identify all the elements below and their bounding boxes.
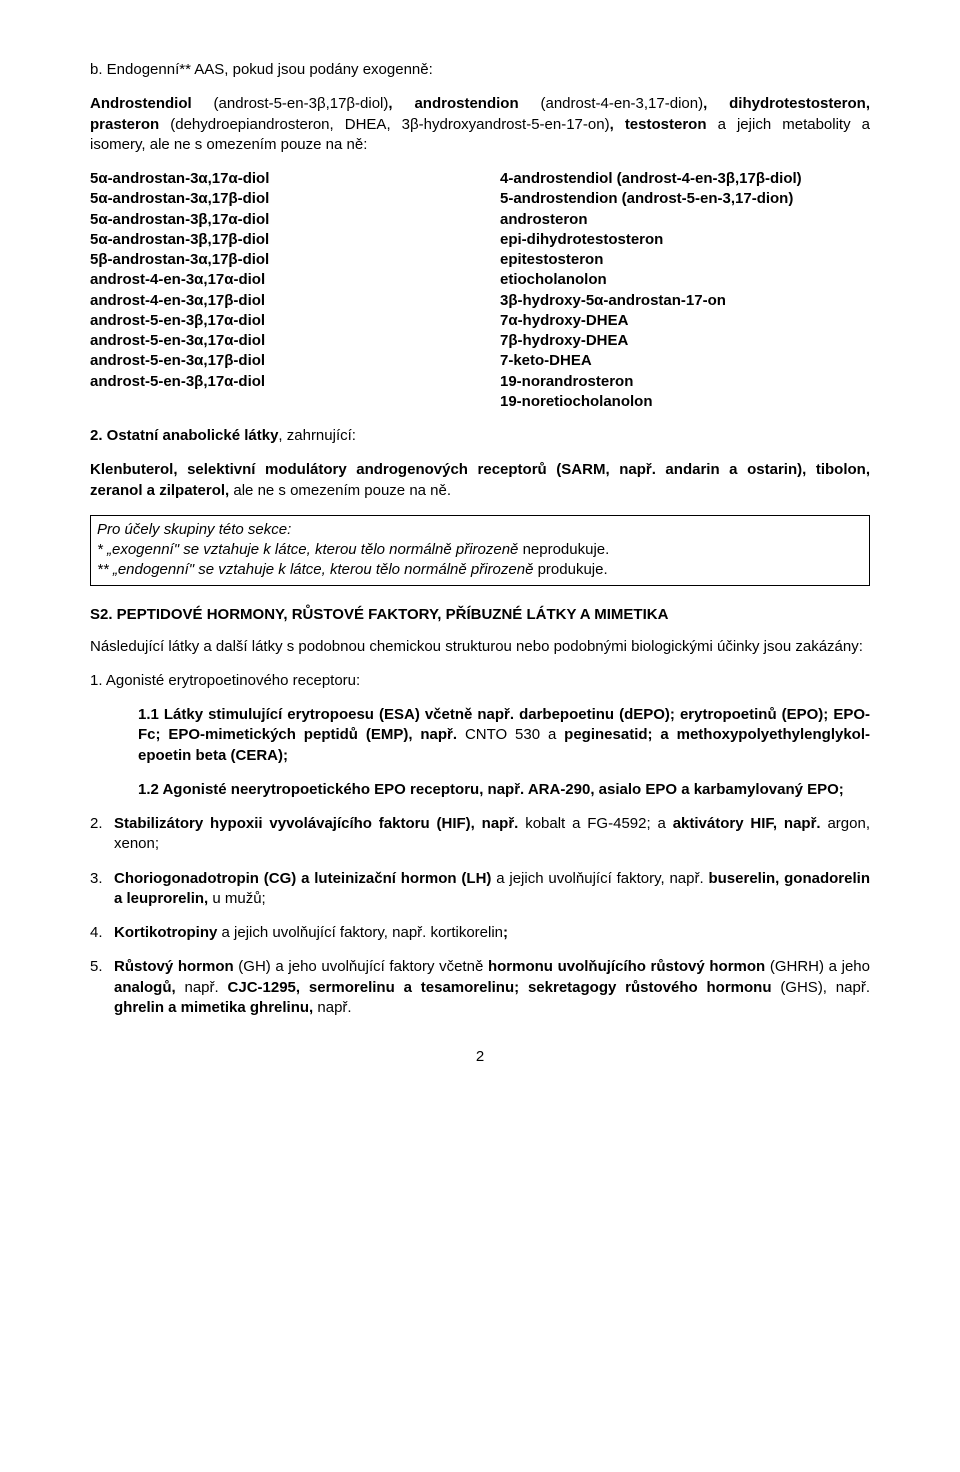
page-number: 2 xyxy=(90,1048,870,1065)
s2-intro: Následující látky a další látky s podobn… xyxy=(90,637,870,657)
left-item: androst-4-en-3α,17α-diol xyxy=(90,270,460,290)
right-item: 4-androstendiol (androst-4-en-3β,17β-dio… xyxy=(500,169,870,189)
box-line: ** „endogenní" se vztahuje k látce, kter… xyxy=(97,560,863,580)
right-item: 19-norandrosteron xyxy=(500,372,870,392)
box-line: * „exogenní" se vztahuje k látce, kterou… xyxy=(97,540,863,560)
left-item: 5α-androstan-3α,17β-diol xyxy=(90,189,460,209)
left-item: androst-5-en-3α,17β-diol xyxy=(90,351,460,371)
right-column: 4-androstendiol (androst-4-en-3β,17β-dio… xyxy=(500,169,870,412)
left-item: androst-4-en-3α,17β-diol xyxy=(90,291,460,311)
item-4: 4. Kortikotropiny a jejich uvolňující fa… xyxy=(90,923,870,943)
left-item: 5α-androstan-3α,17α-diol xyxy=(90,169,460,189)
section-2-heading: 2. Ostatní anabolické látky, zahrnující: xyxy=(90,426,870,446)
item-1-1: 1.1 Látky stimulující erytropoesu (ESA) … xyxy=(90,705,870,766)
right-item: androsteron xyxy=(500,210,870,230)
definitions-box: Pro účely skupiny této sekce: * „exogenn… xyxy=(90,515,870,586)
s2-title: S2. PEPTIDOVÉ HORMONY, RŮSTOVÉ FAKTORY, … xyxy=(90,606,870,623)
item-1: 1. Agonisté erytropoetinového receptoru: xyxy=(90,671,870,691)
right-item: 19-noretiocholanolon xyxy=(500,392,870,412)
right-item: epi-dihydrotestosteron xyxy=(500,230,870,250)
box-line: Pro účely skupiny této sekce: xyxy=(97,520,863,540)
left-item: 5α-androstan-3β,17β-diol xyxy=(90,230,460,250)
left-item: androst-5-en-3β,17α-diol xyxy=(90,311,460,331)
left-item: androst-5-en-3α,17α-diol xyxy=(90,331,460,351)
item-5: 5. Růstový hormon (GH) a jeho uvolňující… xyxy=(90,957,870,1018)
right-item: 7α-hydroxy-DHEA xyxy=(500,311,870,331)
heading-b: b. Endogenní** AAS, pokud jsou podány ex… xyxy=(90,60,870,80)
substance-columns: 5α-androstan-3α,17α-diol 5α-androstan-3α… xyxy=(90,169,870,412)
right-item: 3β-hydroxy-5α-androstan-17-on xyxy=(500,291,870,311)
left-item: 5β-androstan-3α,17β-diol xyxy=(90,250,460,270)
item-1-2: 1.2 Agonisté neerytropoetického EPO rece… xyxy=(90,780,870,800)
right-item: 7β-hydroxy-DHEA xyxy=(500,331,870,351)
klenbuterol-paragraph: Klenbuterol, selektivní modulátory andro… xyxy=(90,460,870,501)
right-item: 5-androstendion (androst-5-en-3,17-dion) xyxy=(500,189,870,209)
item-2: 2. Stabilizátory hypoxii vyvolávajícího … xyxy=(90,814,870,855)
left-item: androst-5-en-3β,17α-diol xyxy=(90,372,460,392)
left-item: 5α-androstan-3β,17α-diol xyxy=(90,210,460,230)
right-item: 7-keto-DHEA xyxy=(500,351,870,371)
left-column: 5α-androstan-3α,17α-diol 5α-androstan-3α… xyxy=(90,169,460,412)
intro-paragraph: Androstendiol (androst-5-en-3β,17β-diol)… xyxy=(90,94,870,155)
right-item: epitestosteron xyxy=(500,250,870,270)
right-item: etiocholanolon xyxy=(500,270,870,290)
item-3: 3. Choriogonadotropin (CG) a luteinizačn… xyxy=(90,869,870,910)
